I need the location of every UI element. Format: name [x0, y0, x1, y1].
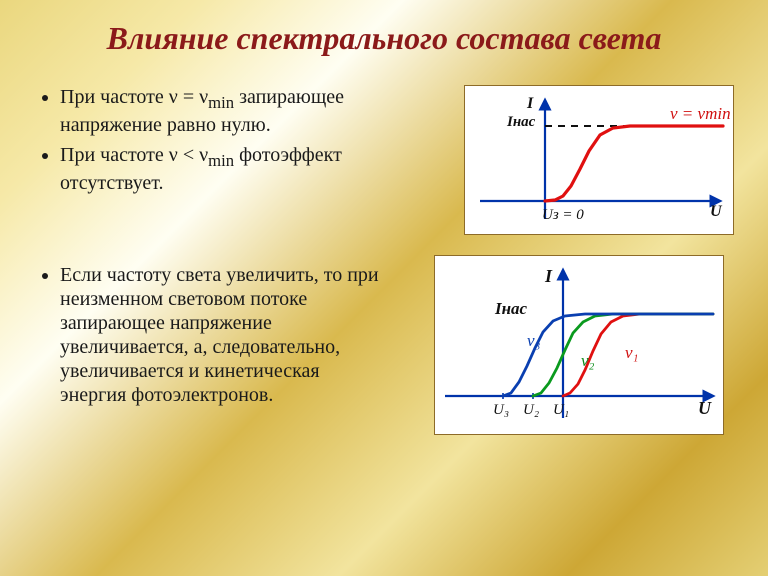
- slide: Влияние спектрального состава света При …: [0, 0, 768, 576]
- top-text: При частоте ν = νmin запирающее напряжен…: [34, 85, 464, 201]
- row-bottom: Если частоту света увеличить, то при неи…: [34, 255, 734, 435]
- figure-1: I Iнас U Uз = 0 ν = νmin: [464, 85, 734, 235]
- bottom-text: Если частоту света увеличить, то при неи…: [34, 255, 434, 413]
- svg-text:ν₂: ν₂: [581, 351, 595, 370]
- svg-text:I: I: [526, 95, 534, 112]
- figure-2-container: I Iнас U U₁ U₂ U₃ ν₁ ν₂ ν₃: [434, 255, 734, 435]
- svg-text:Iнас: Iнас: [494, 299, 528, 318]
- bottom-bullets: Если частоту света увеличить, то при неи…: [44, 263, 434, 407]
- figure-2: I Iнас U U₁ U₂ U₃ ν₁ ν₂ ν₃: [434, 255, 724, 435]
- svg-text:ν₃: ν₃: [527, 331, 541, 350]
- svg-text:U₃: U₃: [493, 402, 509, 418]
- svg-text:U: U: [698, 398, 712, 418]
- row-top: При частоте ν = νmin запирающее напряжен…: [34, 85, 734, 235]
- slide-title: Влияние спектрального состава света: [34, 20, 734, 57]
- svg-text:U₁: U₁: [553, 402, 569, 418]
- svg-text:U: U: [710, 203, 723, 220]
- figure-1-container: I Iнас U Uз = 0 ν = νmin: [464, 85, 734, 235]
- top-bullets: При частоте ν = νmin запирающее напряжен…: [44, 85, 464, 195]
- svg-text:ν₁: ν₁: [625, 343, 638, 362]
- bullet: Если частоту света увеличить, то при неи…: [60, 263, 390, 407]
- bullet: При частоте ν = νmin запирающее напряжен…: [60, 85, 400, 137]
- svg-text:Uз = 0: Uз = 0: [542, 207, 584, 223]
- svg-text:I: I: [544, 266, 553, 286]
- svg-text:U₂: U₂: [523, 402, 539, 418]
- svg-text:Iнас: Iнас: [506, 114, 536, 130]
- svg-text:ν = νmin: ν = νmin: [670, 104, 731, 123]
- bullet: При частоте ν < νmin фотоэффект отсутств…: [60, 143, 400, 195]
